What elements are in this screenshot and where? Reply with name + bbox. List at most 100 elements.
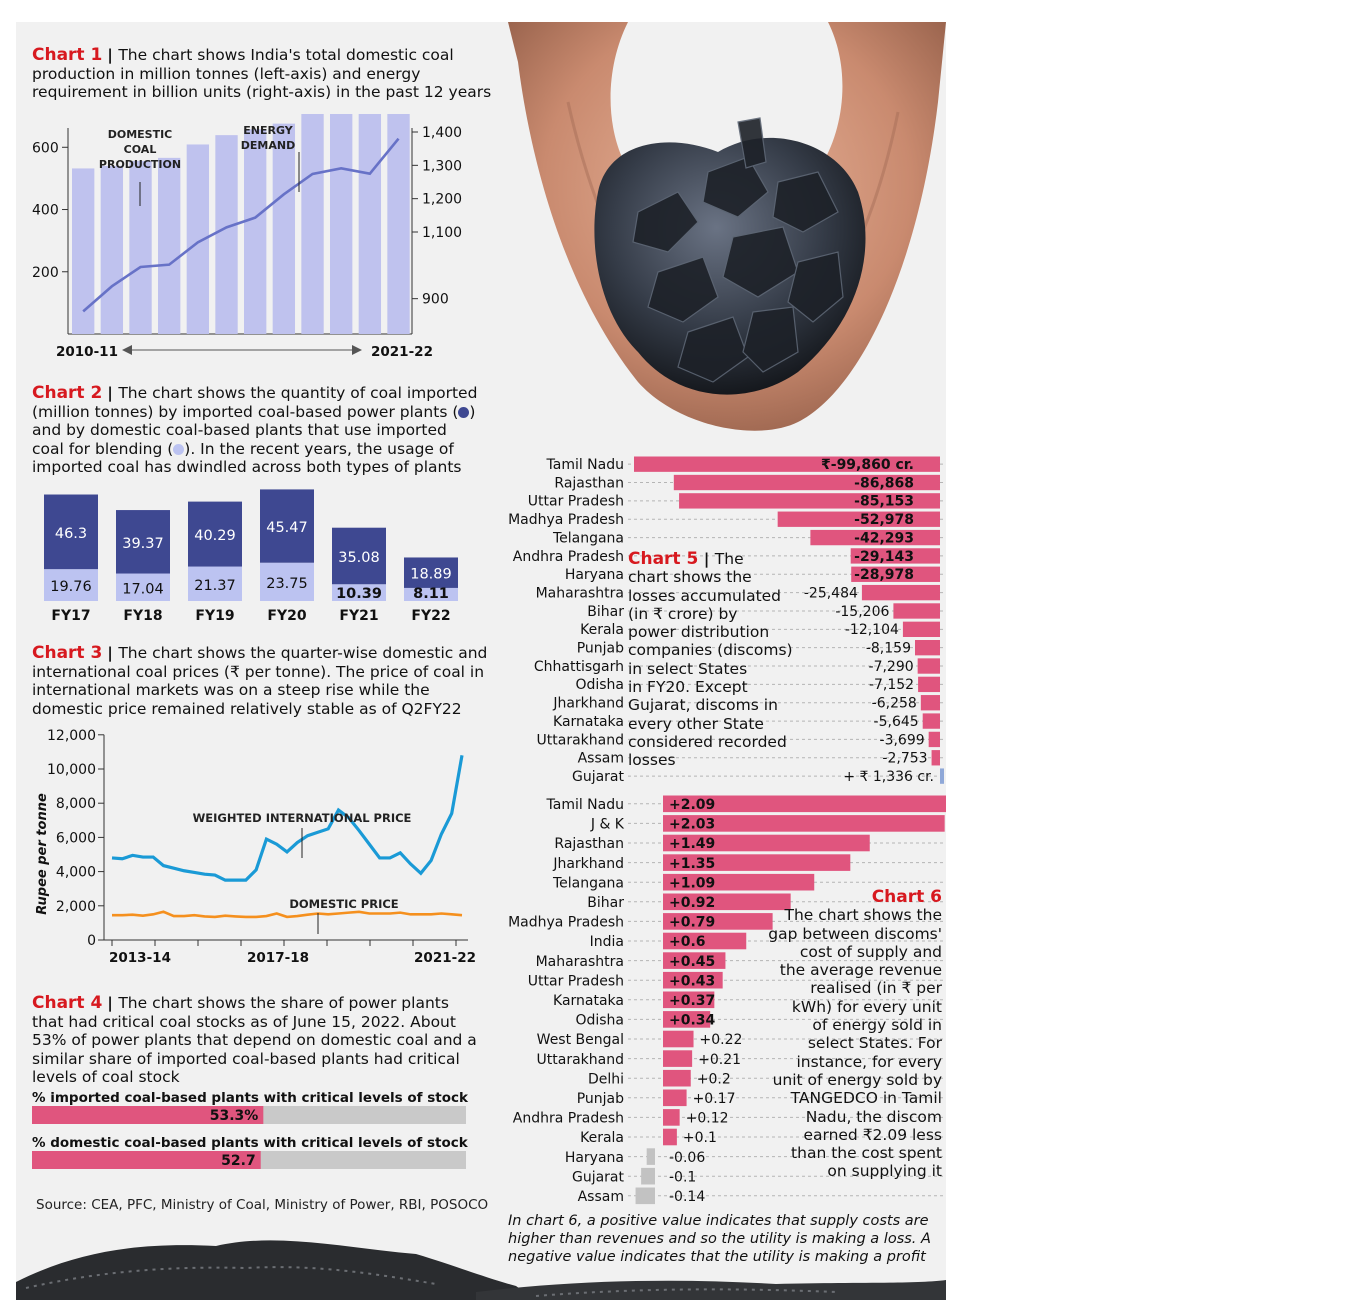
chart5-value-label: ₹-99,860 cr.	[821, 457, 914, 473]
chart6-value-label: +0.1	[683, 1130, 717, 1146]
chart1-arrow-right-icon	[352, 345, 362, 355]
chart3-y-tick-label: 12,000	[47, 728, 96, 744]
chart6-category-label: Haryana	[565, 1150, 624, 1166]
chart2-label-domestic: 8.11	[413, 586, 449, 602]
chart3-caption: Chart 3 | The chart shows the quarter-wi…	[32, 643, 488, 718]
chart3-line-domestic	[112, 910, 463, 919]
chart5-category-label: Punjab	[577, 641, 624, 657]
chart1-right-tick-label: 1,300	[422, 158, 462, 174]
chart2-bar-imported	[188, 501, 242, 567]
chart6-category-label: Delhi	[588, 1071, 624, 1087]
chart1-right-tick-label: 900	[422, 292, 449, 308]
chart2-category-label: FY18	[123, 608, 162, 624]
chart6-caption-line: TANGEDCO in Tamil	[790, 1089, 942, 1108]
chart2-label-imported: 39.37	[122, 536, 164, 552]
chart5-value-label: -3,699	[880, 732, 925, 748]
chart2-label: Chart 2	[32, 383, 103, 403]
chart6-category-label: Uttar Pradesh	[528, 973, 624, 989]
chart5-category-label: Assam	[578, 751, 624, 767]
chart5-category-label: Haryana	[565, 567, 624, 583]
chart5-bar	[917, 658, 940, 674]
chart3-label: Chart 3	[32, 643, 103, 663]
chart5-caption-line: companies (discoms)	[628, 641, 793, 660]
chart6-value-label: +0.12	[686, 1111, 729, 1127]
chart5-bar	[893, 603, 940, 619]
chart3-svg: 12,000 10,000 8,000 6,000 4,000 2,000 0 2013-14…	[35, 728, 476, 966]
chart1-bar	[100, 165, 124, 334]
chart4-bar-fill	[32, 1106, 264, 1124]
chart5-category-label: Odisha	[575, 677, 624, 693]
chart3-y-tick-label: 2,000	[56, 899, 96, 915]
chart3-y-tick-label: 8,000	[56, 796, 96, 812]
chart2-label-imported: 35.08	[338, 550, 380, 566]
chart5-caption-line: every other State	[628, 714, 764, 733]
chart6-category-label: West Bengal	[537, 1032, 624, 1048]
chart6-value-label: +0.92	[669, 895, 715, 911]
chart5-caption-line: The	[714, 550, 744, 568]
chart2-bar-domestic	[44, 569, 98, 601]
chart6-category-label: Uttarakhand	[537, 1052, 624, 1068]
chart6-caption-line: unit of energy sold by	[772, 1070, 942, 1089]
chart5-caption-line: (in ₹ crore) by	[628, 604, 738, 623]
chart3-y-tick-label: 4,000	[56, 865, 96, 881]
chart4-bar-title: % imported coal-based plants with critic…	[32, 1090, 469, 1106]
chart1-annotation-bars: PRODUCTION	[99, 158, 181, 171]
chart1-left-tick-label: 400	[32, 203, 59, 219]
chart4-bar-fill	[32, 1151, 261, 1169]
domestic-dot-icon	[173, 443, 185, 455]
chart6-value-label: +1.49	[669, 836, 715, 852]
chart2-caption-part2: ) and by domestic coal-based plants that…	[32, 402, 476, 458]
chart2-label-imported: 45.47	[266, 520, 308, 536]
chart6-caption-line: realised (in ₹ per	[810, 979, 942, 998]
chart6-value-label: +0.79	[669, 915, 715, 931]
chart6-caption-line: gap between discoms'	[768, 924, 942, 943]
chart5-bar	[922, 713, 940, 729]
chart2-bar-domestic	[116, 573, 170, 601]
chart5-value-label: -7,290	[869, 659, 914, 675]
chart6-value-label: +2.03	[669, 817, 715, 833]
chart2-label-imported: 46.3	[55, 526, 87, 542]
infographic-panel: Chart 1 | The chart shows India's total …	[16, 22, 946, 1300]
chart6-bar	[663, 932, 747, 950]
chart2-bar-imported	[404, 557, 458, 588]
chart1-svg: 8006004002001,4001,3001,2001,100900DOMES…	[32, 114, 462, 360]
chart5-category-label: Uttar Pradesh	[528, 494, 624, 510]
chart5-bar	[931, 750, 940, 766]
chart6-value-label: +0.34	[669, 1013, 716, 1029]
chart2-label-domestic: 23.75	[266, 576, 308, 592]
hands-holding-coal-photo	[508, 22, 946, 431]
chart6-bar	[646, 1148, 655, 1165]
chart1-right-tick-label: 1,100	[422, 225, 462, 241]
chart6-category-label: Odisha	[575, 1013, 624, 1029]
chart2-label-imported: 18.89	[410, 567, 452, 583]
chart6-bar	[663, 834, 870, 852]
chart6-bar	[635, 1187, 655, 1205]
chart1-x-end-label: 2021-22	[371, 344, 433, 360]
chart6-bar	[663, 1089, 687, 1107]
chart2-category-label: FY19	[195, 608, 234, 624]
chart5-value-label: -6,258	[872, 696, 917, 712]
chart6-category-label: Assam	[578, 1189, 624, 1205]
chart1-annotation-line: ENERGY	[243, 124, 293, 137]
chart5-value-label: -5,645	[874, 714, 919, 730]
chart3-caption-text: The chart shows the quarter-wise domesti…	[32, 644, 488, 718]
chart4-bar-value: 52.7	[221, 1153, 256, 1169]
chart1-bar	[158, 157, 181, 334]
chart6-value-label: +1.09	[669, 875, 715, 891]
chart5-bar	[810, 529, 940, 546]
chart6-caption-line: cost of supply and	[799, 942, 942, 961]
chart4-label: Chart 4	[32, 993, 103, 1013]
chart3-y-axis-title: Rupee per tonne	[35, 793, 50, 915]
chart4-caption-text: The chart shows the share of power plant…	[32, 994, 477, 1086]
chart6-value-label: +0.6	[669, 934, 706, 950]
chart5-value-label: -29,143	[854, 549, 914, 565]
coal-pile-decoration	[16, 1240, 946, 1300]
chart3-y-tick-label: 10,000	[47, 762, 96, 778]
chart5-caption-line: in select States	[628, 659, 748, 678]
chart6-value-label: +0.45	[669, 954, 715, 970]
chart1-bar	[301, 114, 324, 334]
chart6-category-label: Punjab	[577, 1091, 624, 1107]
chart1-bar	[129, 160, 152, 334]
chart5-svg: Tamil Nadu ₹-99,860 cr. Rajasthan -86,868 Ut…	[508, 456, 946, 785]
imported-dot-icon	[458, 406, 470, 418]
